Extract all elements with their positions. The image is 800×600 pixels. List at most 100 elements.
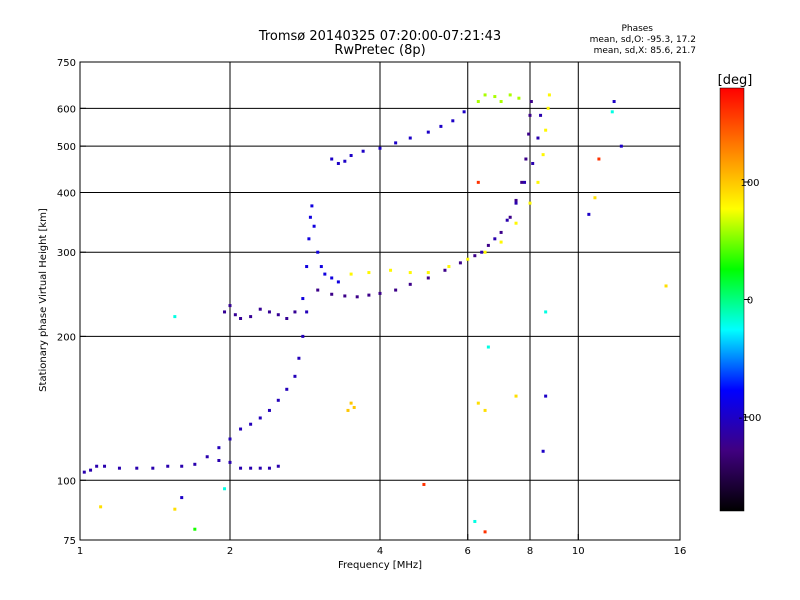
data-point bbox=[99, 505, 103, 509]
data-points bbox=[82, 93, 668, 534]
data-point bbox=[267, 466, 271, 470]
data-point bbox=[330, 276, 334, 280]
x-tick-label: 4 bbox=[377, 546, 383, 557]
data-point bbox=[233, 313, 237, 317]
y-tick-label: 600 bbox=[57, 104, 76, 115]
data-point bbox=[527, 132, 531, 136]
data-point bbox=[82, 470, 86, 474]
colorbar bbox=[719, 87, 745, 512]
data-point bbox=[193, 462, 197, 466]
data-point bbox=[352, 405, 356, 409]
data-point bbox=[514, 221, 518, 225]
data-point bbox=[517, 96, 521, 100]
data-point bbox=[539, 113, 543, 117]
data-point bbox=[330, 292, 334, 296]
data-point bbox=[408, 271, 412, 275]
stats-label: Phases bbox=[621, 24, 653, 34]
data-point bbox=[544, 310, 548, 314]
data-point bbox=[258, 466, 262, 470]
colorbar-tick-label: 0 bbox=[747, 296, 753, 307]
data-point bbox=[173, 507, 177, 511]
data-point bbox=[476, 180, 480, 184]
data-point bbox=[426, 271, 430, 275]
y-tick-label: 100 bbox=[57, 476, 76, 487]
y-tick-label: 500 bbox=[57, 142, 76, 153]
data-point bbox=[476, 401, 480, 405]
data-point bbox=[239, 316, 243, 320]
data-point bbox=[223, 310, 227, 314]
data-point bbox=[305, 265, 309, 269]
data-point bbox=[619, 144, 623, 148]
data-point bbox=[612, 100, 616, 104]
data-point bbox=[408, 136, 412, 140]
data-point bbox=[544, 394, 548, 398]
data-point bbox=[483, 250, 487, 254]
colorbar-tick-label: 100 bbox=[740, 178, 759, 189]
data-point bbox=[217, 446, 221, 450]
data-point bbox=[343, 159, 347, 163]
data-point bbox=[439, 124, 443, 128]
x-axis-ticks: 1 2 4 6 8 10 16 bbox=[77, 534, 686, 557]
grid-lines bbox=[80, 62, 680, 540]
data-point bbox=[89, 468, 93, 472]
data-point bbox=[267, 408, 271, 412]
data-point bbox=[276, 464, 280, 468]
data-point bbox=[523, 180, 527, 184]
data-point bbox=[239, 427, 243, 431]
data-point bbox=[180, 464, 184, 468]
data-point bbox=[193, 527, 197, 531]
data-point bbox=[451, 119, 455, 123]
x-tick-label: 1 bbox=[77, 546, 83, 557]
data-point bbox=[505, 218, 509, 222]
data-point bbox=[293, 310, 297, 314]
data-point bbox=[228, 460, 232, 464]
data-point bbox=[394, 141, 398, 145]
data-point bbox=[528, 113, 532, 117]
data-point bbox=[293, 374, 297, 378]
data-point bbox=[536, 136, 540, 140]
y-tick-label: 75 bbox=[63, 536, 76, 547]
data-point bbox=[408, 282, 412, 286]
y-tick-label: 400 bbox=[57, 188, 76, 199]
y-axis-ticks: 75 100 200 300 400 500 600 750 bbox=[57, 58, 86, 547]
data-point bbox=[378, 291, 382, 295]
data-point bbox=[367, 293, 371, 297]
data-point bbox=[546, 106, 550, 110]
data-point bbox=[205, 455, 209, 459]
data-point bbox=[486, 243, 490, 247]
data-point bbox=[330, 157, 334, 161]
data-point bbox=[473, 254, 477, 258]
data-point bbox=[166, 464, 170, 468]
colorbar-tick-label: -100 bbox=[739, 413, 762, 424]
data-point bbox=[514, 394, 518, 398]
data-point bbox=[480, 250, 484, 254]
data-point bbox=[95, 464, 99, 468]
data-point bbox=[531, 161, 535, 165]
x-tick-label: 10 bbox=[572, 546, 585, 557]
data-point bbox=[343, 294, 347, 298]
y-axis-label: Stationary phase Virtual Height [km] bbox=[38, 208, 49, 392]
x-tick-label: 8 bbox=[527, 546, 533, 557]
y-tick-label: 750 bbox=[57, 58, 76, 69]
data-point bbox=[228, 437, 232, 441]
data-point bbox=[422, 482, 426, 486]
data-point bbox=[486, 345, 490, 349]
data-point bbox=[239, 466, 243, 470]
data-point bbox=[228, 304, 232, 308]
data-point bbox=[297, 356, 301, 360]
x-tick-label: 2 bbox=[227, 546, 233, 557]
data-point bbox=[249, 466, 253, 470]
data-point bbox=[378, 146, 382, 150]
data-point bbox=[499, 230, 503, 234]
data-point bbox=[610, 110, 614, 114]
data-point bbox=[443, 268, 447, 272]
data-point bbox=[476, 100, 480, 104]
data-point bbox=[135, 466, 139, 470]
data-point bbox=[587, 212, 591, 216]
data-point bbox=[305, 310, 309, 314]
data-point bbox=[103, 464, 107, 468]
data-point bbox=[458, 261, 462, 265]
data-point bbox=[249, 422, 253, 426]
data-point bbox=[466, 257, 470, 261]
